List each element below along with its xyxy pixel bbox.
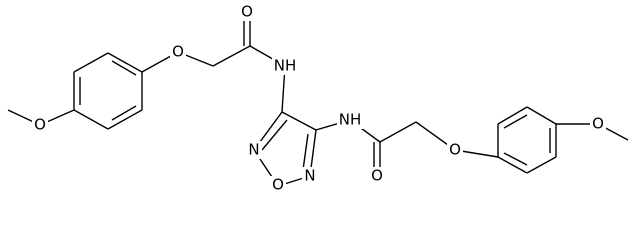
atom-label: O <box>449 141 461 159</box>
atom-label: N <box>304 167 315 185</box>
atom-label: O <box>592 115 604 133</box>
atom-label: NH <box>274 57 297 75</box>
atom-label: O <box>172 43 184 61</box>
bonds <box>7 12 629 187</box>
atom-label: O <box>34 116 46 134</box>
atom-label: O <box>241 3 253 21</box>
molecule-diagram: O NH O O NH N O N O O O <box>7 3 629 194</box>
atom-label: NH <box>339 111 362 129</box>
atom-labels: O NH O O NH N O N O O O <box>32 3 606 194</box>
atom-label: O <box>371 167 383 185</box>
atom-label: N <box>248 141 259 159</box>
atom-label: O <box>272 176 284 194</box>
